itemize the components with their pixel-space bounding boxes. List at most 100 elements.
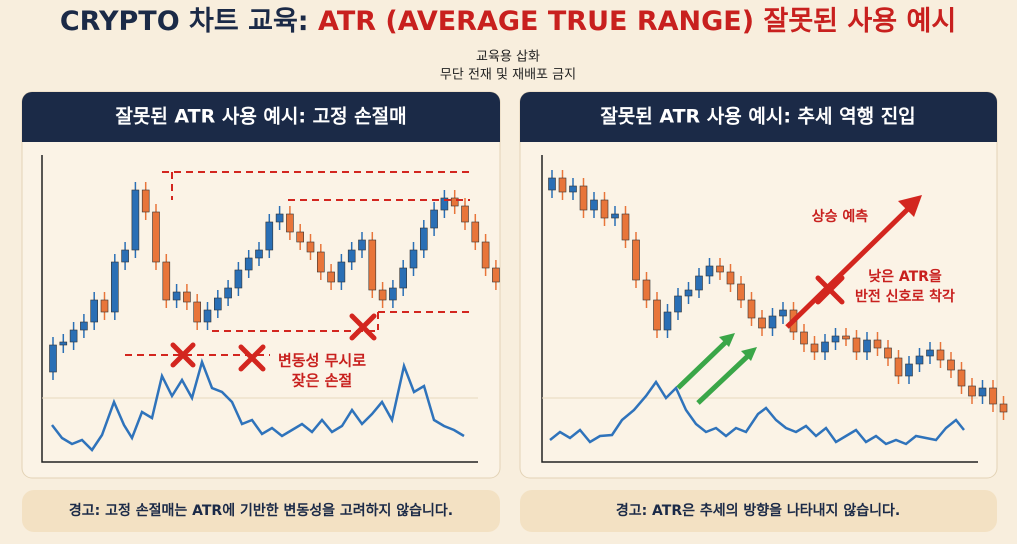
title-part: CRYPTO 차트 교육: xyxy=(60,6,318,37)
candle-part xyxy=(492,267,500,283)
candle-part xyxy=(183,291,191,303)
candle-part xyxy=(548,177,556,191)
candles xyxy=(548,170,1008,420)
candle-part xyxy=(234,269,243,289)
warning: 경고: 고정 손절매는 ATR에 기반한 변동성을 고려하지 않습니다. xyxy=(69,502,453,519)
candle-part xyxy=(947,359,955,371)
candle-part xyxy=(80,321,88,331)
x-mark xyxy=(815,275,845,305)
candle-part xyxy=(378,289,387,301)
candle-part xyxy=(684,289,693,297)
candle-part xyxy=(915,355,924,365)
candle-part xyxy=(831,335,840,343)
candle-part xyxy=(726,271,735,285)
arrowhead xyxy=(898,195,922,217)
candle-part xyxy=(569,185,577,193)
atr-line xyxy=(549,379,965,446)
candle-part xyxy=(894,357,903,377)
candle-part xyxy=(121,249,129,263)
panel-frame xyxy=(519,91,998,479)
candle-part xyxy=(131,189,140,251)
candles xyxy=(49,182,500,380)
candle-part xyxy=(642,279,651,301)
candle-part xyxy=(873,339,882,349)
candle-part xyxy=(69,329,78,343)
panel-left: 잘못된 ATR 사용 예시: 고정 손절매 변동성 무시로 잦은 손절 경고: … xyxy=(21,91,501,532)
candle-part xyxy=(265,221,274,251)
candle-part xyxy=(368,239,377,291)
annotation: 변동성 무시로 xyxy=(278,352,366,370)
candle-part xyxy=(49,344,57,373)
warning-box xyxy=(22,490,500,532)
candle-part xyxy=(419,227,428,251)
candle-part xyxy=(399,267,408,289)
candle-part xyxy=(193,301,201,323)
main-title: CRYPTO 차트 교육: ATR (AVERAGE TRUE RANGE) 잘… xyxy=(60,6,956,37)
candle-part xyxy=(600,199,609,219)
candle-part xyxy=(471,221,480,243)
panel-title: 잘못된 ATR 사용 예시: 고정 손절매 xyxy=(115,106,406,128)
candle-part xyxy=(172,291,181,301)
candle-part xyxy=(821,341,829,353)
candle-part xyxy=(852,337,861,353)
candle-part xyxy=(296,231,305,243)
candle-part xyxy=(100,299,109,313)
candle-part xyxy=(275,213,284,223)
candle-part xyxy=(440,197,449,211)
panel-title: 잘못된 ATR 사용 예시: 추세 역행 진입 xyxy=(600,106,915,128)
stop-lines xyxy=(125,171,470,356)
candle-part xyxy=(653,299,661,331)
candle-part xyxy=(152,211,160,263)
candle-part xyxy=(695,275,703,291)
candle-part xyxy=(327,271,335,283)
candle-part xyxy=(747,299,756,319)
candle-part xyxy=(674,295,682,313)
candle-part xyxy=(737,283,745,301)
candle-part xyxy=(779,309,787,317)
axes xyxy=(41,155,478,463)
candle-part xyxy=(663,311,672,331)
candle-part xyxy=(632,239,640,281)
candle-part xyxy=(111,261,119,313)
candle-part xyxy=(214,297,222,311)
candle-part xyxy=(800,331,808,345)
candle-part xyxy=(590,199,598,211)
candle-part xyxy=(842,335,850,340)
candle-part xyxy=(558,177,567,193)
candle-part xyxy=(162,261,171,301)
annotation: 반전 신호로 착각 xyxy=(855,288,955,305)
candle-part xyxy=(203,309,212,323)
candle-part xyxy=(863,339,871,353)
green-arrows xyxy=(676,338,752,405)
candle-part xyxy=(936,349,945,361)
annotation: 낮은 ATR을 xyxy=(868,269,942,285)
arrowheads xyxy=(719,333,757,361)
candle-part xyxy=(968,385,976,397)
candle-part xyxy=(905,363,913,377)
red-arrow xyxy=(785,203,914,329)
annotation: 잦은 손절 xyxy=(292,372,352,390)
candle-part xyxy=(481,241,490,269)
candle-part xyxy=(758,317,766,329)
candle-part xyxy=(989,387,997,405)
candle-part xyxy=(224,287,232,299)
title-part: ATR (AVERAGE TRUE RANGE) xyxy=(318,6,754,37)
candle-part xyxy=(244,257,253,271)
candle-part xyxy=(579,185,588,211)
warning-box xyxy=(520,490,997,532)
candle-part xyxy=(430,209,438,229)
candle-part xyxy=(999,403,1008,413)
candle-part xyxy=(306,241,315,253)
candle-part xyxy=(389,287,397,301)
atr-line xyxy=(51,358,465,452)
subtitle: 무단 전재 및 재배포 금지 xyxy=(440,68,576,83)
candle-part xyxy=(337,261,346,283)
candle-part xyxy=(611,213,619,219)
candle-part xyxy=(810,343,819,353)
candle-part xyxy=(705,265,714,277)
candle-part xyxy=(621,213,630,241)
candle-part xyxy=(926,349,934,357)
panel-right: 잘못된 ATR 사용 예시: 추세 역행 진입 상승 예측 낮은 ATR을 반전… xyxy=(519,91,1008,532)
warning: 경고: ATR은 추세의 방향을 나타내지 않습니다. xyxy=(616,502,900,519)
